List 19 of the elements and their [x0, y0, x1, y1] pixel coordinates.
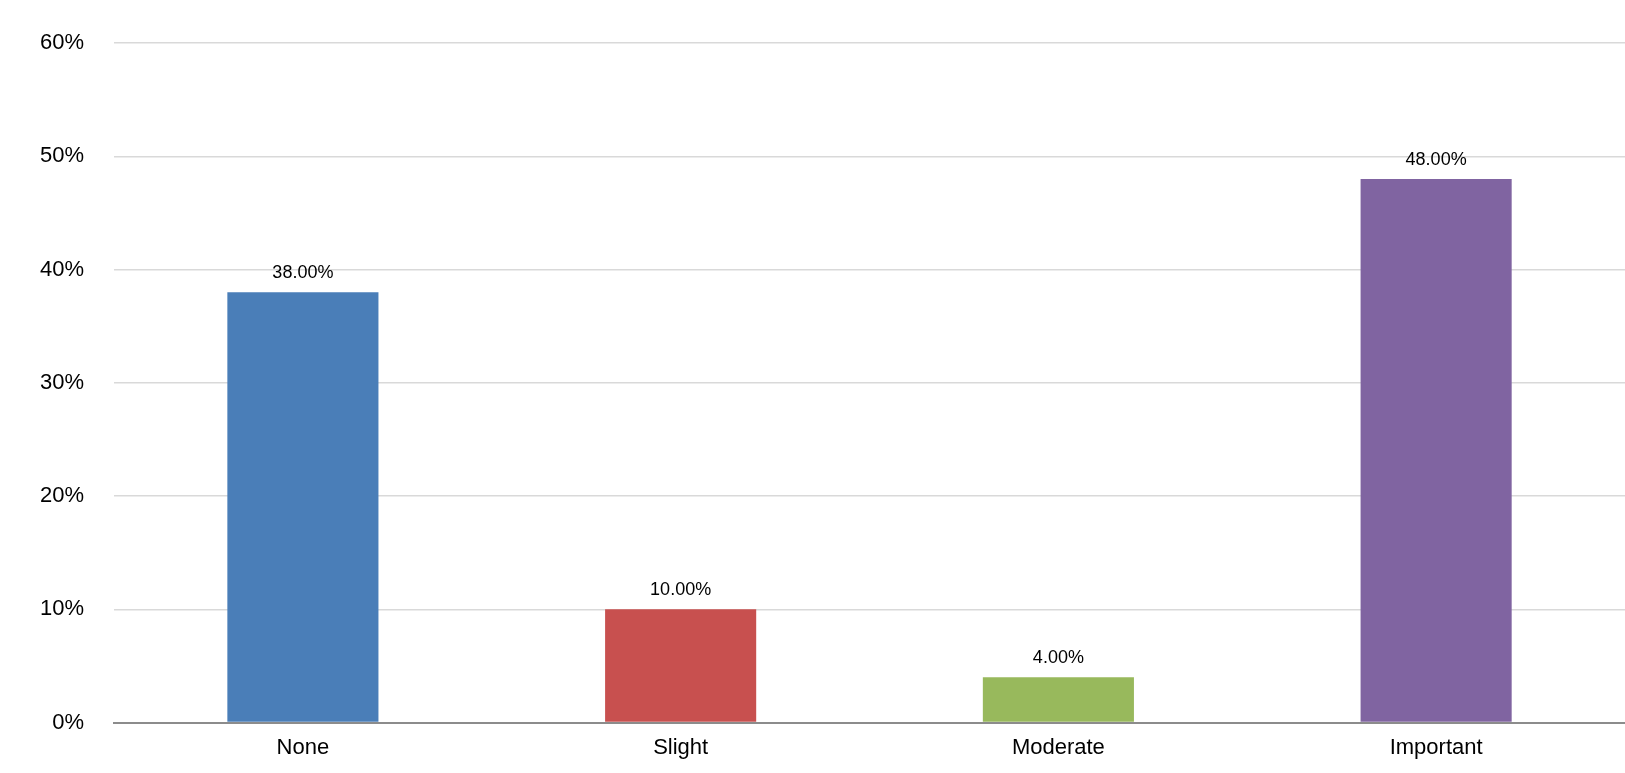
data-label: 48.00% — [1405, 149, 1467, 170]
bar — [605, 609, 757, 722]
bar — [1360, 179, 1512, 722]
bar — [982, 677, 1134, 722]
x-tick-label: Moderate — [1011, 733, 1105, 759]
x-tick-label: Slight — [653, 733, 709, 759]
y-tick-label: 60% — [39, 29, 85, 55]
bar — [227, 292, 379, 722]
y-tick-label: 40% — [39, 255, 85, 281]
data-label: 4.00% — [1032, 647, 1084, 668]
y-tick-label: 20% — [39, 482, 85, 508]
x-tick-label: Important — [1389, 733, 1483, 759]
y-tick-label: 0% — [52, 708, 85, 734]
y-tick-label: 10% — [39, 595, 85, 621]
x-tick-label: None — [276, 733, 330, 759]
data-label: 38.00% — [272, 262, 334, 283]
data-label: 10.00% — [650, 579, 712, 600]
y-tick-label: 50% — [39, 142, 85, 168]
y-tick-label: 30% — [39, 368, 85, 394]
